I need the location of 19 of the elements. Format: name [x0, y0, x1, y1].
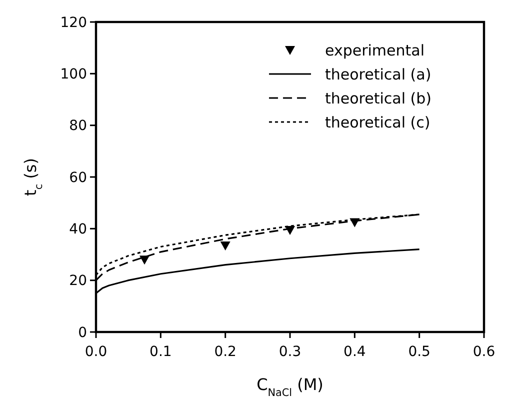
y-tick-label: 120 [60, 14, 87, 31]
y-tick-label: 40 [69, 222, 87, 238]
x-tick-label: 0.5 [408, 344, 430, 360]
legend-label: theoretical (b) [325, 89, 432, 108]
y-tick-label: 20 [69, 273, 87, 290]
x-axis-title: C$_{NaCl}$ (M) [256, 375, 324, 399]
x-tick-label: 0.4 [344, 344, 366, 360]
legend-label: theoretical (a) [325, 65, 432, 84]
y-tick-label: 60 [69, 170, 87, 186]
x-tick-label: 0.2 [214, 344, 236, 360]
legend-label: experimental [325, 41, 425, 60]
y-tick-label: 100 [60, 66, 87, 83]
y-tick-label: 80 [69, 118, 87, 134]
x-tick-label: 0.3 [278, 344, 302, 360]
legend-label: theoretical (c) [325, 113, 430, 132]
x-tick-label: 0.0 [84, 344, 108, 360]
x-tick-label: 0.1 [150, 344, 172, 360]
y-tick-label: 0 [78, 324, 87, 341]
x-tick-label: 0.6 [472, 344, 496, 360]
